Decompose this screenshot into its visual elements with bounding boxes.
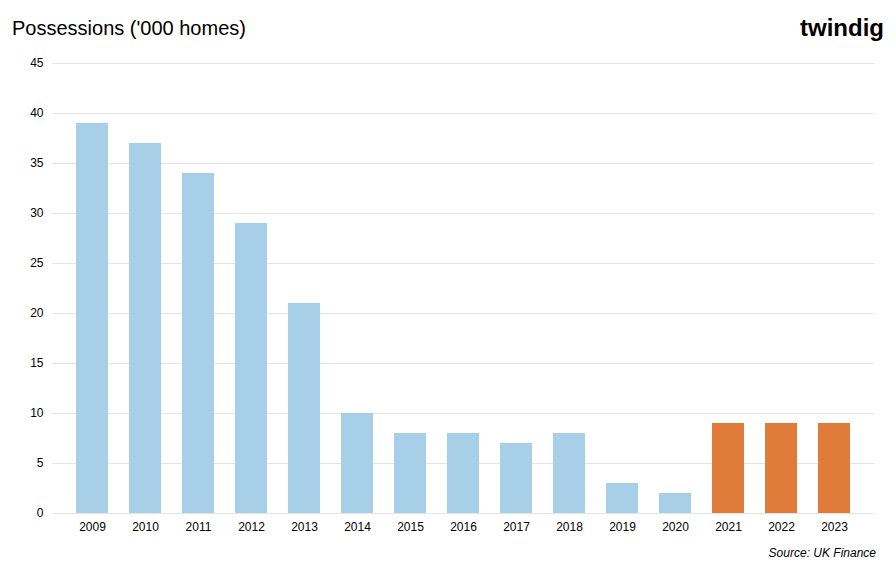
svg-text:2013: 2013 xyxy=(291,520,318,534)
svg-text:2011: 2011 xyxy=(186,520,212,534)
svg-text:2022: 2022 xyxy=(768,520,795,534)
svg-text:20: 20 xyxy=(30,306,44,320)
svg-text:2012: 2012 xyxy=(238,520,265,534)
svg-text:2023: 2023 xyxy=(821,520,848,534)
svg-text:40: 40 xyxy=(30,106,44,120)
svg-text:2020: 2020 xyxy=(662,520,689,534)
svg-text:2015: 2015 xyxy=(397,520,424,534)
svg-text:2017: 2017 xyxy=(503,520,530,534)
svg-text:2016: 2016 xyxy=(450,520,477,534)
svg-text:0: 0 xyxy=(37,506,44,520)
svg-text:2014: 2014 xyxy=(344,520,371,534)
svg-text:10: 10 xyxy=(30,406,44,420)
svg-text:45: 45 xyxy=(30,56,44,70)
svg-text:2009: 2009 xyxy=(79,520,106,534)
svg-text:25: 25 xyxy=(30,256,44,270)
svg-text:2018: 2018 xyxy=(556,520,583,534)
svg-text:2019: 2019 xyxy=(609,520,636,534)
svg-text:2021: 2021 xyxy=(715,520,742,534)
svg-text:30: 30 xyxy=(30,206,44,220)
svg-text:2010: 2010 xyxy=(132,520,159,534)
svg-text:15: 15 xyxy=(30,356,44,370)
html-text:Source: UK Finance: Source: UK Finance xyxy=(768,546,876,560)
svg-text:35: 35 xyxy=(30,156,44,170)
html-text:twindig: twindig xyxy=(800,14,884,41)
svg-text:5: 5 xyxy=(37,456,44,470)
html-text:Possessions ('000 homes): Possessions ('000 homes) xyxy=(12,16,246,39)
